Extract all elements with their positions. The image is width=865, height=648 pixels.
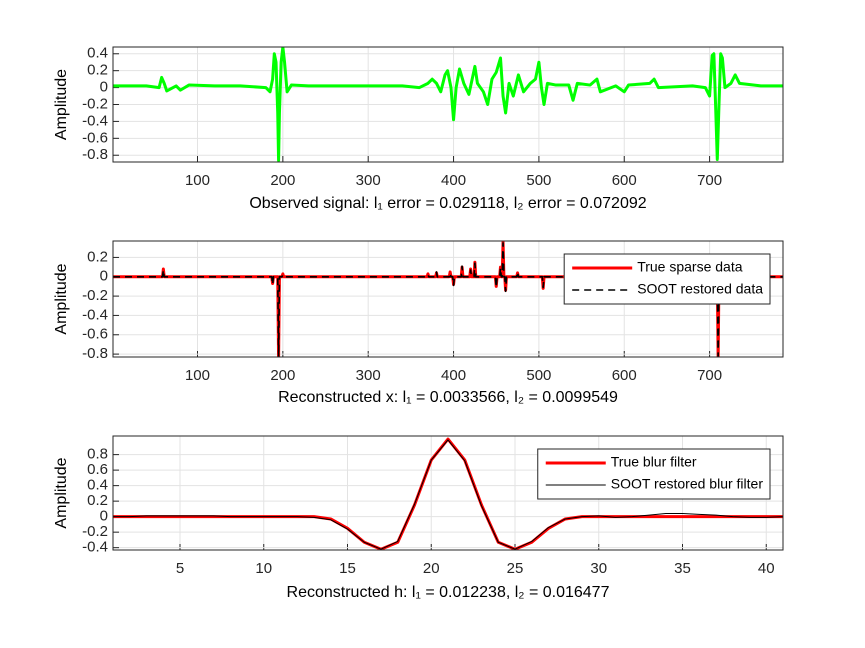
x-tick-label: 200 — [270, 367, 295, 384]
y-tick-label: -0.8 — [82, 345, 108, 362]
x-tick-label: 600 — [612, 172, 637, 189]
axes-frame — [112, 46, 784, 163]
legend-label: SOOT restored blur filter — [611, 476, 764, 492]
x-tick-label: 25 — [507, 560, 524, 577]
y-tick-label: 0.4 — [87, 477, 108, 494]
axes-frame — [112, 435, 784, 551]
y-tick-label: 0 — [100, 79, 108, 96]
y-tick-label: -0.2 — [82, 95, 108, 112]
y-axis-label: Amplitude — [53, 457, 70, 528]
y-axis-label: Amplitude — [53, 263, 70, 334]
x-axis-label: Reconstructed h: l₁ = 0.012238, l₂ = 0.0… — [287, 584, 610, 601]
x-tick-label: 400 — [441, 367, 466, 384]
y-tick-label: 0.6 — [87, 461, 108, 478]
x-tick-label: 300 — [356, 367, 381, 384]
x-tick-label: 700 — [697, 367, 722, 384]
x-tick-label: 100 — [185, 172, 210, 189]
x-tick-label: 400 — [441, 172, 466, 189]
x-tick-label: 35 — [674, 560, 691, 577]
y-tick-label: -0.6 — [82, 129, 108, 146]
y-axis-label: Amplitude — [53, 69, 70, 140]
x-tick-label: 30 — [590, 560, 607, 577]
y-tick-label: 0.2 — [87, 492, 108, 509]
y-tick-label: -0.2 — [82, 523, 108, 540]
legend-label: True sparse data — [637, 259, 743, 275]
y-tick-label: -0.6 — [82, 326, 108, 343]
y-tick-label: 0.4 — [87, 45, 108, 62]
x-tick-label: 10 — [255, 560, 272, 577]
data-line — [113, 47, 783, 162]
axes-frame — [112, 240, 784, 358]
y-tick-label: -0.8 — [82, 146, 108, 163]
legend-label: SOOT restored data — [637, 281, 763, 297]
x-tick-label: 500 — [526, 172, 551, 189]
x-tick-label: 20 — [423, 560, 440, 577]
legend-box — [537, 448, 771, 500]
y-tick-label: 0.2 — [87, 248, 108, 265]
y-tick-label: 0.8 — [87, 446, 108, 463]
x-tick-label: 40 — [758, 560, 775, 577]
legend-label: True blur filter — [611, 454, 697, 470]
x-tick-label: 200 — [270, 172, 295, 189]
x-tick-label: 5 — [176, 560, 184, 577]
data-line — [113, 242, 783, 357]
y-tick-label: 0 — [100, 268, 108, 285]
x-tick-label: 100 — [185, 367, 210, 384]
x-axis-label: Observed signal: l₁ error = 0.029118, l₂… — [249, 195, 646, 212]
y-tick-label: -0.4 — [82, 539, 108, 556]
x-axis-label: Reconstructed x: l₁ = 0.0033566, l₂ = 0.… — [278, 389, 618, 406]
y-tick-label: -0.4 — [82, 306, 108, 323]
legend-box — [563, 253, 771, 305]
x-tick-label: 600 — [612, 367, 637, 384]
x-tick-label: 500 — [526, 367, 551, 384]
x-tick-label: 700 — [697, 172, 722, 189]
x-tick-label: 300 — [356, 172, 381, 189]
data-line — [113, 439, 783, 550]
y-tick-label: 0.2 — [87, 62, 108, 79]
x-tick-label: 15 — [339, 560, 356, 577]
y-tick-label: -0.2 — [82, 287, 108, 304]
y-tick-label: -0.4 — [82, 112, 108, 129]
legend: True sparse data SOOT restored data — [563, 253, 771, 305]
y-tick-label: 0 — [100, 508, 108, 525]
legend: True blur filter SOOT restored blur filte… — [537, 448, 771, 500]
